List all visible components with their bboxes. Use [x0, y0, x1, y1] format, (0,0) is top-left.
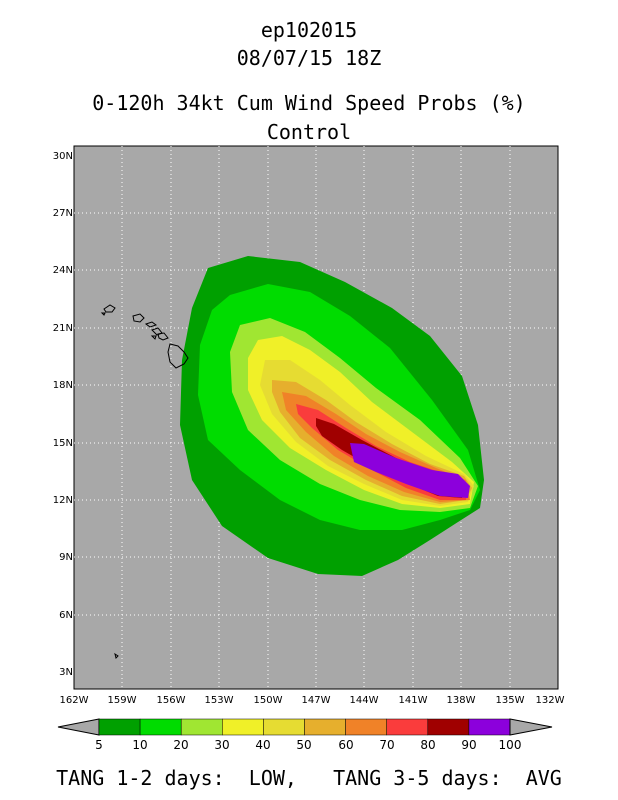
colorbar-low-tip [57, 718, 100, 736]
colorbar-swatch [98, 718, 141, 736]
lat-label: 6N [59, 610, 73, 621]
colorbar-swatch [468, 718, 511, 736]
lat-label: 15N [52, 438, 73, 449]
colorbar-swatch [139, 718, 182, 736]
lon-label: 144W [349, 695, 379, 706]
lat-label: 12N [52, 495, 73, 506]
lat-label: 3N [59, 667, 73, 678]
colorbar-swatch [427, 718, 470, 736]
colorbar-label: 20 [173, 738, 189, 752]
colorbar-label: 50 [296, 738, 312, 752]
lat-label: 24N [52, 265, 73, 276]
lon-label: 138W [446, 695, 476, 706]
lon-label: 162W [59, 695, 89, 706]
hawaiian-islands [100, 304, 189, 659]
colorbar-swatch [222, 718, 264, 736]
lon-gridlines [121, 146, 511, 689]
lat-label: 27N [52, 208, 73, 219]
storm-id-title: ep102015 [260, 18, 358, 42]
prob-90-contour [350, 443, 470, 498]
lon-label: 141W [398, 695, 428, 706]
colorbar-label: 80 [420, 738, 436, 752]
lat-label: 30N [52, 151, 73, 162]
colorbar-label: 30 [214, 738, 230, 752]
colorbar-label: 40 [255, 738, 271, 752]
tang-footer: TANG 1-2 days: LOW, TANG 3-5 days: AVG [56, 766, 562, 790]
colorbar-label: 10 [132, 738, 148, 752]
colorbar-label: 100 [498, 738, 522, 752]
colorbar [57, 718, 553, 736]
lon-label: 159W [107, 695, 137, 706]
colorbar-swatch [345, 718, 387, 736]
lat-label: 9N [59, 552, 73, 563]
colorbar-high-tip [509, 718, 553, 736]
colorbar-swatch [386, 718, 429, 736]
colorbar-label: 90 [461, 738, 477, 752]
colorbar-label: 5 [95, 738, 103, 752]
lat-gridlines [74, 212, 558, 616]
lon-label: 135W [495, 695, 525, 706]
datetime-title: 08/07/15 18Z [236, 46, 382, 70]
lat-label: 18N [52, 380, 73, 391]
colorbar-label: 70 [379, 738, 395, 752]
probability-contours [180, 256, 484, 576]
colorbar-label: 60 [338, 738, 354, 752]
lat-label: 21N [52, 323, 73, 334]
colorbar-swatch [180, 718, 223, 736]
lon-label: 153W [204, 695, 234, 706]
colorbar-swatch [304, 718, 346, 736]
run-title: Control [266, 120, 352, 144]
colorbar-swatch [263, 718, 305, 736]
lon-label: 147W [301, 695, 331, 706]
lon-label: 150W [253, 695, 283, 706]
lon-label: 132W [535, 695, 565, 706]
product-title: 0-120h 34kt Cum Wind Speed Probs (%) [92, 91, 526, 115]
lon-label: 156W [156, 695, 186, 706]
